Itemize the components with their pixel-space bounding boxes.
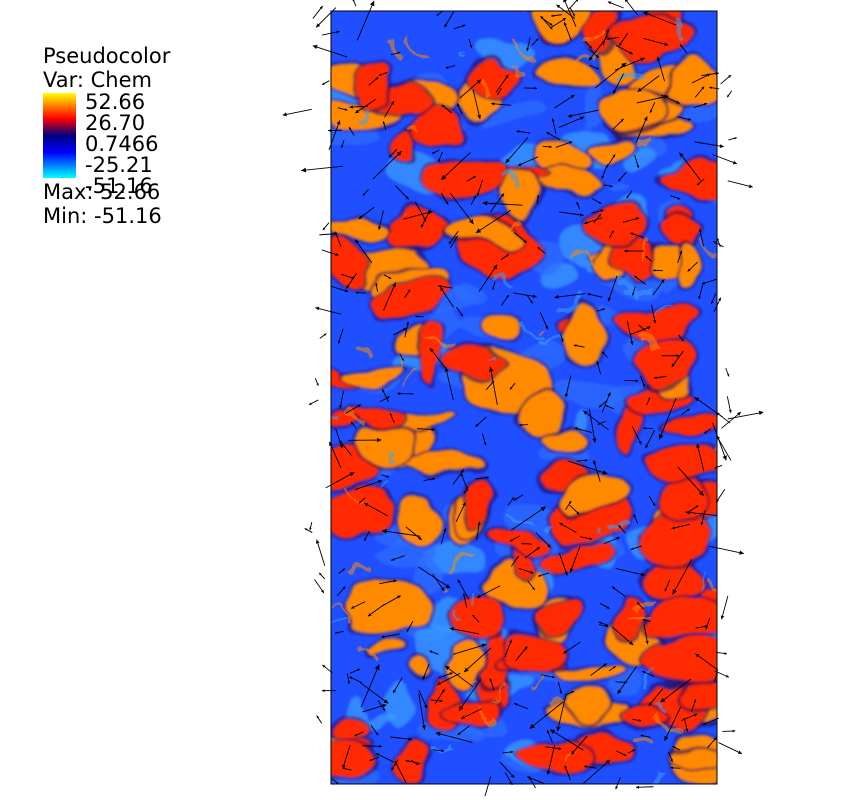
velocity-arrow [319, 573, 325, 579]
velocity-arrow [719, 743, 742, 754]
colorbar-tick-label: 0.7466 [85, 134, 158, 154]
hot-region [472, 481, 495, 528]
hot-region [622, 20, 705, 53]
velocity-arrow [316, 540, 325, 566]
hot-region [481, 317, 519, 342]
hot-region [565, 467, 618, 513]
velocity-arrow [322, 81, 329, 85]
mixing-streak [427, 744, 450, 746]
velocity-arrow [727, 91, 732, 98]
hot-region [533, 431, 585, 448]
velocity-arrow [728, 181, 753, 188]
hot-region [500, 625, 562, 674]
hot-region [614, 307, 699, 339]
colorbar-tick-label: -25.21 [85, 155, 153, 175]
cold-region [632, 148, 652, 166]
hot-region [395, 742, 428, 784]
hot-region [595, 85, 667, 128]
velocity-arrow [317, 716, 322, 724]
velocity-arrow [721, 75, 732, 84]
velocity-arrow [353, 0, 356, 6]
velocity-arrow [721, 596, 728, 619]
velocity-arrow [323, 223, 329, 230]
velocity-arrow [309, 400, 318, 405]
mixing-streak [307, 408, 332, 414]
hot-region [496, 528, 553, 550]
hot-region [513, 392, 561, 434]
velocity-arrow [722, 730, 735, 733]
mixing-streak [403, 127, 413, 128]
velocity-arrow [716, 652, 727, 655]
velocity-arrow [636, 786, 654, 789]
velocity-arrow [283, 109, 312, 116]
velocity-arrow [315, 579, 324, 593]
hot-region [307, 736, 376, 785]
velocity-arrow [726, 368, 729, 376]
hot-region [664, 161, 727, 196]
legend-variable: Var: Chem [43, 68, 243, 92]
velocity-arrow [728, 137, 736, 140]
colorbar-tick-label: 52.66 [85, 92, 145, 112]
hot-region [552, 663, 622, 678]
hot-region [372, 279, 448, 314]
velocity-arrow [728, 411, 764, 419]
colorbar-row: 52.66 26.70 0.7466 -25.21 -51.16 [43, 92, 243, 180]
velocity-arrow [309, 522, 312, 530]
hot-region [651, 607, 734, 635]
velocity-arrow [305, 528, 313, 532]
velocity-arrow [313, 6, 323, 19]
velocity-arrow [608, 1, 624, 8]
hot-region [346, 583, 431, 634]
hot-region [332, 706, 357, 732]
hot-region [398, 129, 421, 163]
hot-region [424, 153, 508, 192]
legend-min: Min: -51.16 [43, 204, 243, 228]
velocity-arrow [319, 232, 336, 235]
hot-region [665, 65, 722, 107]
hot-region [466, 63, 522, 96]
mixing-streak [717, 141, 735, 150]
hot-region [447, 357, 501, 376]
mixing-streak [518, 1, 532, 13]
hot-region [387, 207, 450, 247]
hot-region [644, 638, 724, 684]
velocity-arrow [716, 412, 730, 423]
mixing-streak [619, 286, 647, 287]
hot-region [564, 307, 601, 365]
hot-region [659, 479, 709, 522]
hot-region [540, 598, 578, 625]
mixing-streak [634, 136, 653, 138]
colorbar-tick-label: -51.16 [85, 176, 153, 196]
velocity-arrow [722, 412, 741, 428]
hot-region [344, 365, 404, 380]
legend: Pseudocolor Var: Chem 52.66 26.70 0.7466… [43, 44, 243, 228]
cold-region [614, 179, 639, 192]
velocity-arrow [727, 396, 731, 413]
hot-region [663, 416, 721, 435]
hot-region [571, 686, 608, 725]
velocity-arrow [315, 378, 318, 386]
colorbar [43, 93, 76, 178]
hot-region [356, 427, 418, 472]
legend-title: Pseudocolor [43, 44, 243, 68]
hot-region [409, 661, 430, 677]
hot-region [674, 742, 737, 759]
hot-region [680, 242, 702, 293]
velocity-arrow [320, 333, 327, 338]
colorbar-tick-label: 26.70 [85, 113, 145, 133]
hot-region [595, 135, 635, 154]
velocity-arrow [569, 0, 579, 9]
chem-field [297, 0, 754, 796]
hot-region [537, 61, 596, 87]
hot-region [519, 741, 594, 773]
hot-region [646, 449, 714, 481]
